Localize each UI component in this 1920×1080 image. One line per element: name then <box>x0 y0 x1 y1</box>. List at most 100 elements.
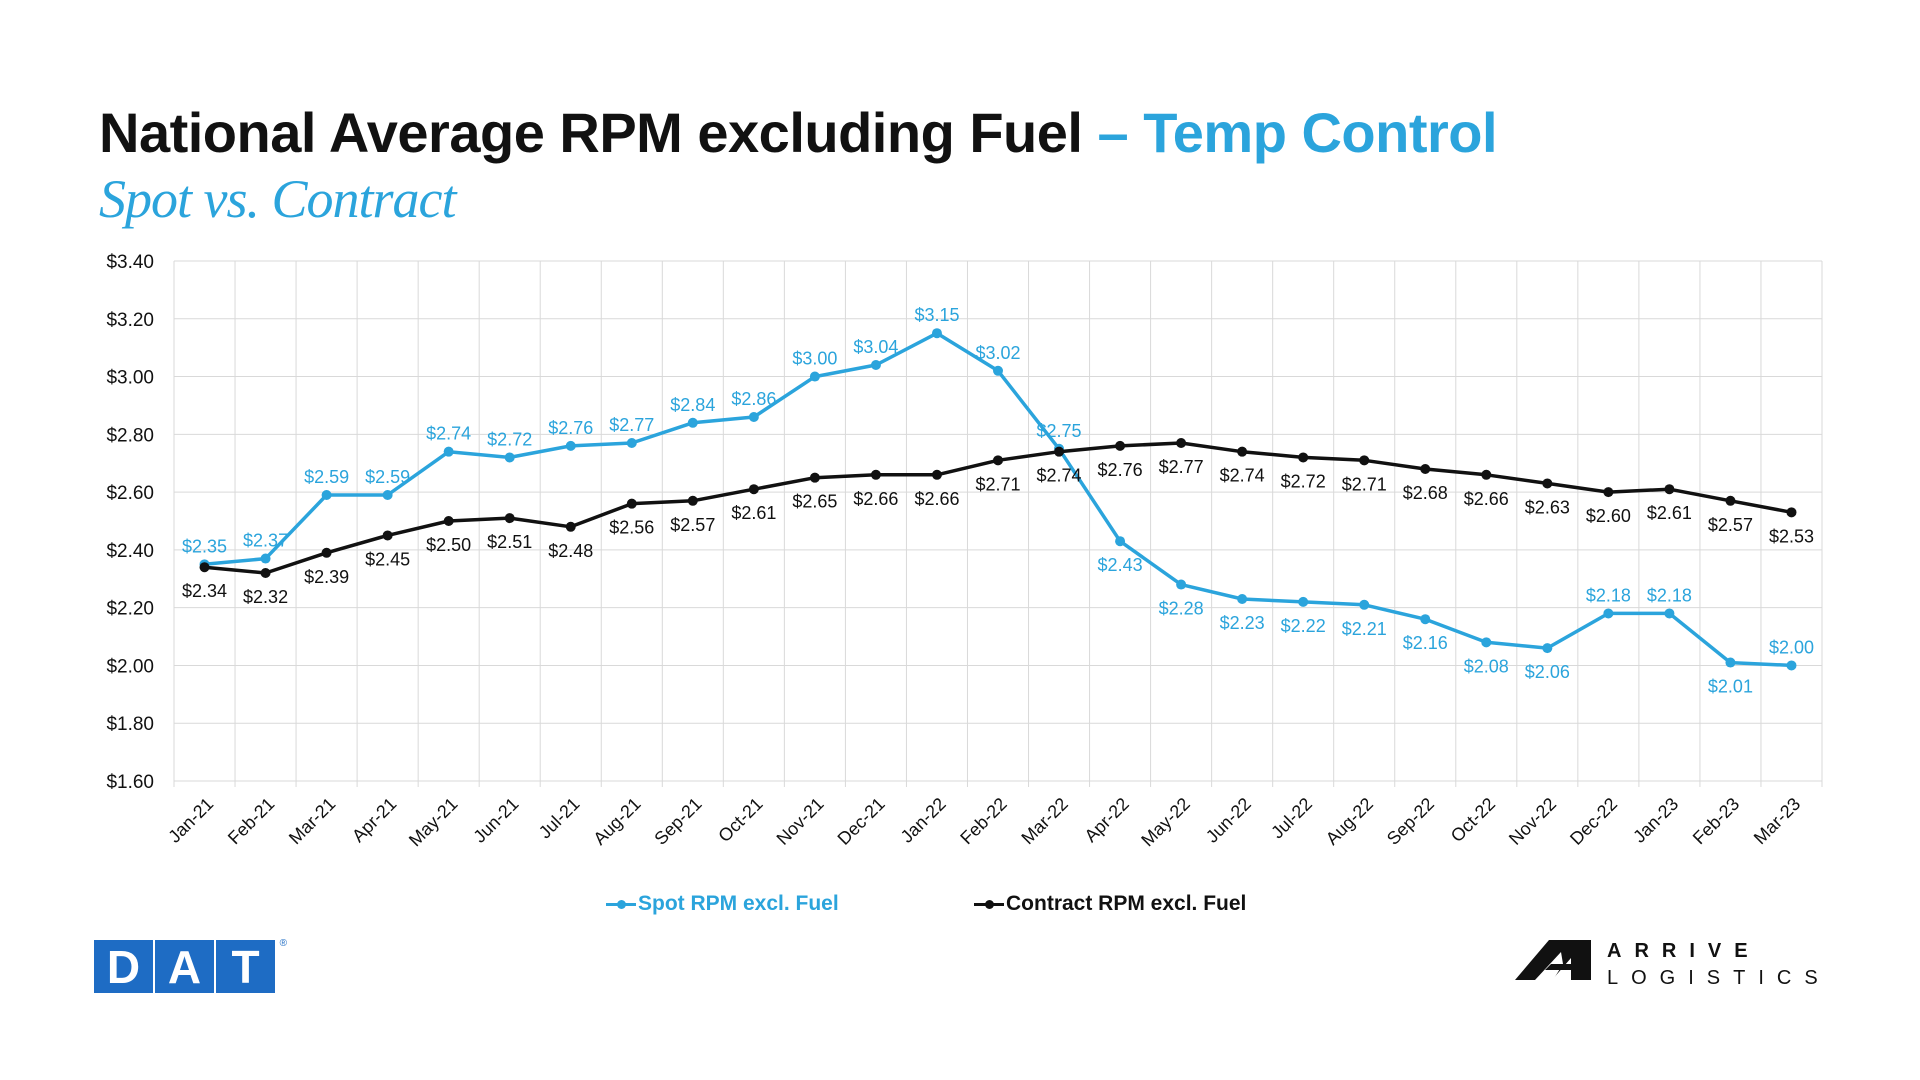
arrive-a-icon <box>1515 940 1591 980</box>
legend-label-contract: Contract RPM excl. Fuel <box>1006 892 1247 915</box>
data-point-spot <box>504 452 515 463</box>
data-label-spot: $3.00 <box>792 349 837 369</box>
dat-registered-mark: ® <box>279 938 287 949</box>
data-label-contract: $2.57 <box>1708 515 1753 535</box>
data-label-contract: $2.74 <box>1037 466 1082 486</box>
data-point-spot <box>260 553 271 564</box>
x-tick-label: Nov-22 <box>1505 794 1560 849</box>
data-point-spot <box>993 365 1003 376</box>
data-point-contract <box>1786 507 1797 518</box>
data-label-contract: $2.50 <box>426 535 471 555</box>
data-label-spot: $2.75 <box>1037 421 1082 441</box>
data-point-spot <box>1237 594 1248 604</box>
data-point-spot <box>1420 614 1431 625</box>
x-tick-label: May-22 <box>1137 794 1194 851</box>
data-point-spot <box>931 328 942 339</box>
x-tick-label: Oct-21 <box>714 794 766 846</box>
legend-item-contract: Contract RPM excl. Fuel <box>974 889 1246 919</box>
data-point-contract <box>199 562 210 573</box>
data-point-spot <box>1115 536 1126 547</box>
data-label-spot: $2.18 <box>1647 585 1692 605</box>
data-label-contract: $2.53 <box>1769 526 1814 546</box>
data-point-contract <box>748 484 759 495</box>
data-label-spot: $2.21 <box>1342 619 1387 639</box>
data-point-contract <box>382 530 393 541</box>
data-point-contract <box>321 547 332 558</box>
chart-subtitle: Spot vs. Contract <box>99 169 456 229</box>
chart-title-main: National Average RPM excluding Fuel <box>99 101 1083 164</box>
y-tick-label: $2.20 <box>106 599 154 620</box>
data-label-contract: $2.60 <box>1586 506 1631 526</box>
data-point-contract <box>1542 478 1553 489</box>
data-label-contract: $2.56 <box>609 518 654 538</box>
data-point-contract <box>1481 469 1492 480</box>
data-point-spot <box>1664 608 1675 619</box>
data-label-contract: $2.45 <box>365 549 410 569</box>
data-label-spot: $2.08 <box>1464 656 1509 676</box>
x-tick-label: Dec-22 <box>1566 794 1621 849</box>
data-label-spot: $2.23 <box>1220 613 1265 633</box>
y-tick-label: $2.00 <box>106 656 154 677</box>
x-tick-label: May-21 <box>405 794 462 851</box>
axes: $3.40 $3.20 $3.00 $2.80 $2.60 $2.40 $2.20 $2.00… <box>106 252 1804 850</box>
x-tick-label: Jan-21 <box>164 794 217 847</box>
y-tick-label: $1.60 <box>106 772 154 793</box>
x-tick-label: Mar-23 <box>1750 794 1804 848</box>
data-point-contract <box>931 469 942 480</box>
data-label-contract: $2.71 <box>975 474 1020 494</box>
chart-title: National Average RPM excluding Fuel – Te… <box>99 100 1498 165</box>
data-label-contract: $2.71 <box>1342 474 1387 494</box>
x-tick-label: Feb-22 <box>956 794 1010 848</box>
data-point-spot <box>321 490 332 500</box>
data-label-contract: $2.76 <box>1098 460 1143 480</box>
arrive-logo-word-arrive: ARRIVE <box>1607 940 1761 962</box>
legend-item-spot: Spot RPM excl. Fuel <box>606 889 839 919</box>
data-point-contract <box>260 568 271 578</box>
data-label-contract: $2.63 <box>1525 497 1570 517</box>
dat-logo: D A T ® <box>94 938 287 993</box>
data-label-spot: $2.77 <box>609 415 654 435</box>
data-label-contract: $2.61 <box>731 503 776 523</box>
data-label-spot: $2.22 <box>1281 616 1326 636</box>
x-tick-label: Jun-22 <box>1202 794 1255 847</box>
data-point-contract <box>1298 452 1309 463</box>
data-point-contract <box>870 469 881 480</box>
x-tick-label: Jan-23 <box>1629 794 1682 847</box>
y-tick-label: $2.80 <box>106 425 154 446</box>
data-point-contract <box>993 455 1003 466</box>
data-point-contract <box>443 516 454 526</box>
data-point-spot <box>809 371 820 382</box>
data-label-contract: $2.74 <box>1220 466 1265 486</box>
x-tick-label: Feb-23 <box>1689 794 1743 848</box>
x-tick-label: Mar-22 <box>1017 794 1071 848</box>
data-label-contract: $2.72 <box>1281 471 1326 491</box>
series-lines <box>199 328 1797 671</box>
data-label-spot: $2.35 <box>182 536 227 556</box>
dat-logo-letter-a: A <box>155 940 214 993</box>
data-label-spot: $3.15 <box>914 305 959 325</box>
data-label-spot: $2.00 <box>1769 637 1814 657</box>
y-tick-label: $3.20 <box>106 310 154 331</box>
y-tick-label: $2.60 <box>106 483 154 504</box>
x-tick-label: Nov-21 <box>773 794 828 849</box>
x-tick-label: Sep-21 <box>650 794 705 849</box>
data-point-spot <box>870 360 881 370</box>
data-point-contract <box>1725 495 1736 506</box>
data-point-spot <box>565 440 576 451</box>
dat-logo-letter-t: T <box>216 940 275 993</box>
x-tick-label: Feb-21 <box>224 794 278 848</box>
data-point-contract <box>1054 446 1065 457</box>
data-point-contract <box>565 521 576 532</box>
y-tick-label: $3.00 <box>106 368 154 389</box>
data-point-spot <box>1481 637 1492 648</box>
x-tick-label: Oct-22 <box>1447 794 1499 846</box>
data-label-spot: $2.86 <box>731 389 776 409</box>
data-point-spot <box>687 417 698 428</box>
data-label-spot: $3.02 <box>975 343 1020 363</box>
data-label-spot: $2.28 <box>1159 599 1204 619</box>
x-tick-label: Sep-22 <box>1383 794 1438 849</box>
data-point-contract <box>1176 438 1187 448</box>
data-label-spot: $2.76 <box>548 418 593 438</box>
data-point-spot <box>1786 660 1797 671</box>
